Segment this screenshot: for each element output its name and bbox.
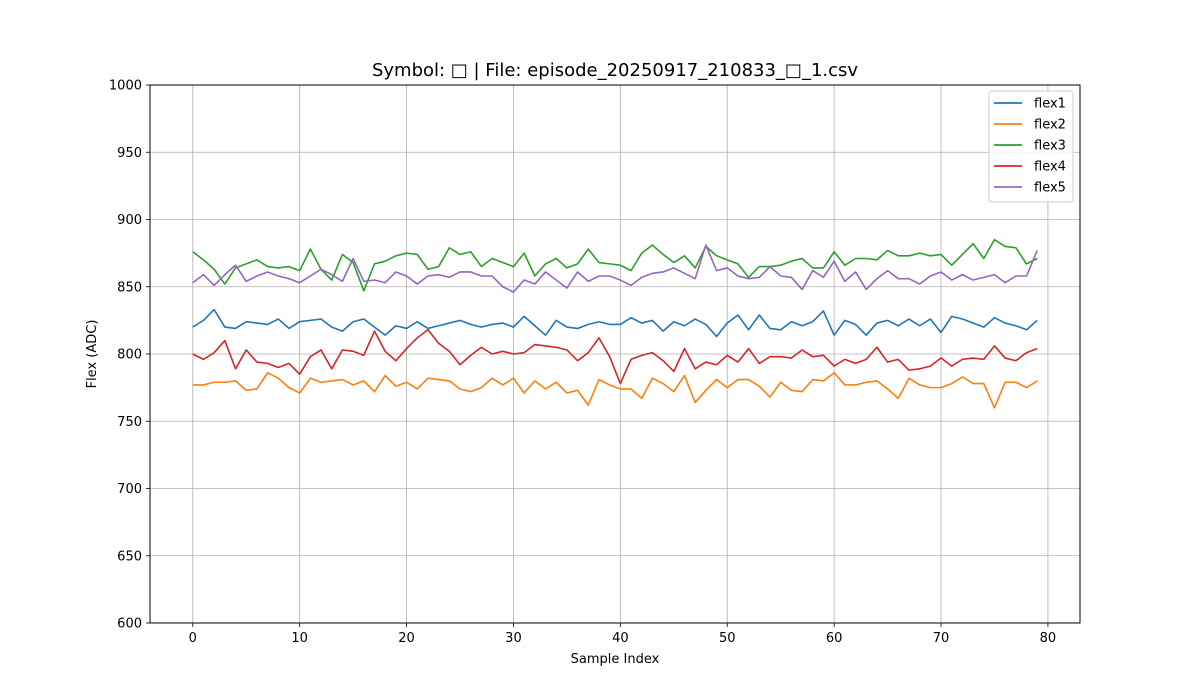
x-tick-label: 50 xyxy=(719,631,736,646)
x-tick-label: 60 xyxy=(826,631,843,646)
legend-label-flex3: flex3 xyxy=(1034,139,1066,154)
y-axis-label: Flex (ADC) xyxy=(85,320,100,389)
x-tick-label: 70 xyxy=(933,631,950,646)
series-line-flex5 xyxy=(192,244,1038,293)
x-axis-label: Sample Index xyxy=(571,652,660,667)
y-tick-label: 650 xyxy=(117,549,142,564)
series-line-flex2 xyxy=(192,372,1038,409)
x-tick-label: 30 xyxy=(505,631,522,646)
y-tick-label: 750 xyxy=(117,415,142,430)
legend-label-flex4: flex4 xyxy=(1034,160,1066,175)
y-tick-label: 950 xyxy=(117,146,142,161)
x-tick-label: 10 xyxy=(291,631,308,646)
legend-label-flex1: flex1 xyxy=(1034,97,1066,112)
series-line-flex4 xyxy=(192,328,1038,385)
y-tick-label: 800 xyxy=(117,348,142,363)
y-tick-label: 1000 xyxy=(109,79,142,94)
legend-label-flex5: flex5 xyxy=(1034,181,1066,196)
chart-title: Symbol: □ | File: episode_20250917_21083… xyxy=(372,60,858,81)
legend-label-flex2: flex2 xyxy=(1034,118,1066,133)
y-tick-label: 900 xyxy=(117,213,142,228)
legend: flex1 flex2 flex3 flex4 flex5 xyxy=(988,90,1074,203)
series-line-flex1 xyxy=(192,308,1038,338)
x-tick-label: 40 xyxy=(612,631,629,646)
x-tick-label: 80 xyxy=(1040,631,1057,646)
axis-ticks: 0 10 20 30 40 50 60 70 80 600 650 700 750 800 850 900 95… xyxy=(109,79,1056,647)
y-tick-label: 700 xyxy=(117,482,142,497)
legend-box xyxy=(988,90,1074,203)
x-tick-label: 20 xyxy=(398,631,415,646)
x-tick-label: 0 xyxy=(189,631,197,646)
y-tick-label: 850 xyxy=(117,280,142,295)
y-tick-label: 600 xyxy=(117,617,142,632)
series-lines xyxy=(192,238,1038,409)
